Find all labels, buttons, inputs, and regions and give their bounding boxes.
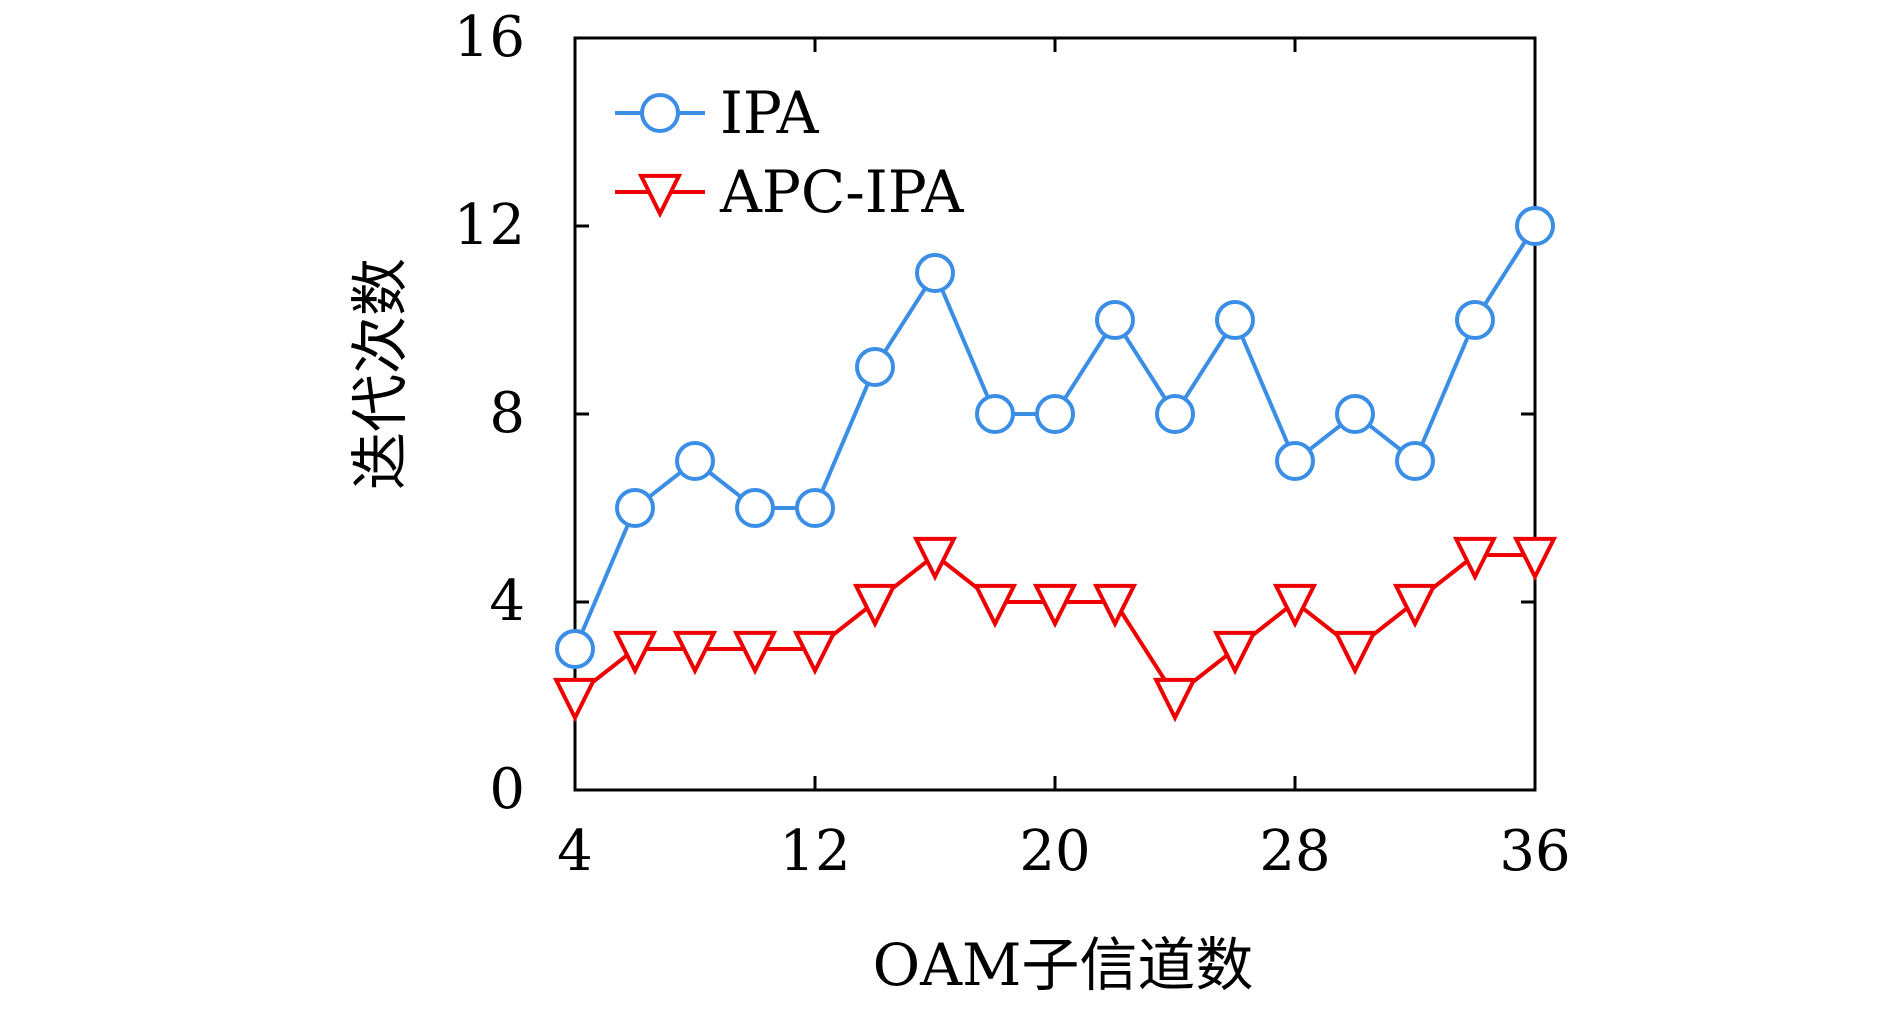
data-point-ipa [675, 441, 715, 481]
data-point-apc-ipa [1212, 630, 1258, 676]
data-point-ipa [555, 629, 595, 669]
data-point-ipa [975, 394, 1015, 434]
legend-label: IPA [720, 79, 820, 147]
data-point-ipa [1275, 441, 1315, 481]
data-point-ipa [615, 488, 655, 528]
legend: IPA APC-IPA [615, 79, 964, 226]
y-tick-label: 16 [454, 5, 525, 70]
data-point-apc-ipa [672, 630, 718, 676]
series-ipa [555, 206, 1555, 669]
x-tick-label: 28 [1259, 819, 1330, 884]
y-axis-label: 迭代次数 [346, 258, 414, 490]
data-point-ipa [1095, 300, 1135, 340]
series-layer [552, 206, 1558, 723]
data-point-ipa [1215, 300, 1255, 340]
data-point-apc-ipa [1032, 583, 1078, 629]
data-point-ipa [735, 488, 775, 528]
data-point-ipa [795, 488, 835, 528]
data-point-apc-ipa [912, 536, 958, 582]
x-tick-label: 36 [1499, 819, 1570, 884]
x-tick-label: 4 [557, 819, 593, 884]
data-point-ipa [1035, 394, 1075, 434]
data-point-ipa [1395, 441, 1435, 481]
data-point-apc-ipa [1332, 630, 1378, 676]
data-point-ipa [1155, 394, 1195, 434]
series-apc-ipa [552, 536, 1558, 723]
data-point-apc-ipa [792, 630, 838, 676]
data-point-ipa [1335, 394, 1375, 434]
y-tick-label: 12 [454, 193, 525, 258]
data-point-apc-ipa [732, 630, 778, 676]
x-tick-label: 20 [1019, 819, 1090, 884]
legend-entry-apc-ipa: APC-IPA [615, 158, 964, 226]
data-point-apc-ipa [1152, 677, 1198, 723]
y-tick-label: 4 [489, 569, 525, 634]
data-point-apc-ipa [1452, 536, 1498, 582]
legend-marker [637, 173, 683, 219]
data-point-apc-ipa [1512, 536, 1558, 582]
data-point-apc-ipa [612, 630, 658, 676]
data-point-ipa [915, 253, 955, 293]
y-tick-label: 0 [489, 757, 525, 822]
data-point-apc-ipa [852, 583, 898, 629]
data-point-apc-ipa [552, 677, 598, 723]
data-point-apc-ipa [972, 583, 1018, 629]
legend-label: APC-IPA [719, 158, 964, 226]
x-axis-label: OAM子信道数 [873, 931, 1254, 999]
x-tick-label: 12 [779, 819, 850, 884]
legend-marker [640, 93, 680, 133]
legend-entry-ipa: IPA [615, 79, 820, 147]
data-point-ipa [855, 347, 895, 387]
data-point-apc-ipa [1272, 583, 1318, 629]
data-point-ipa [1515, 206, 1555, 246]
data-point-apc-ipa [1392, 583, 1438, 629]
data-point-ipa [1455, 300, 1495, 340]
data-point-apc-ipa [1092, 583, 1138, 629]
y-tick-label: 8 [489, 381, 525, 446]
